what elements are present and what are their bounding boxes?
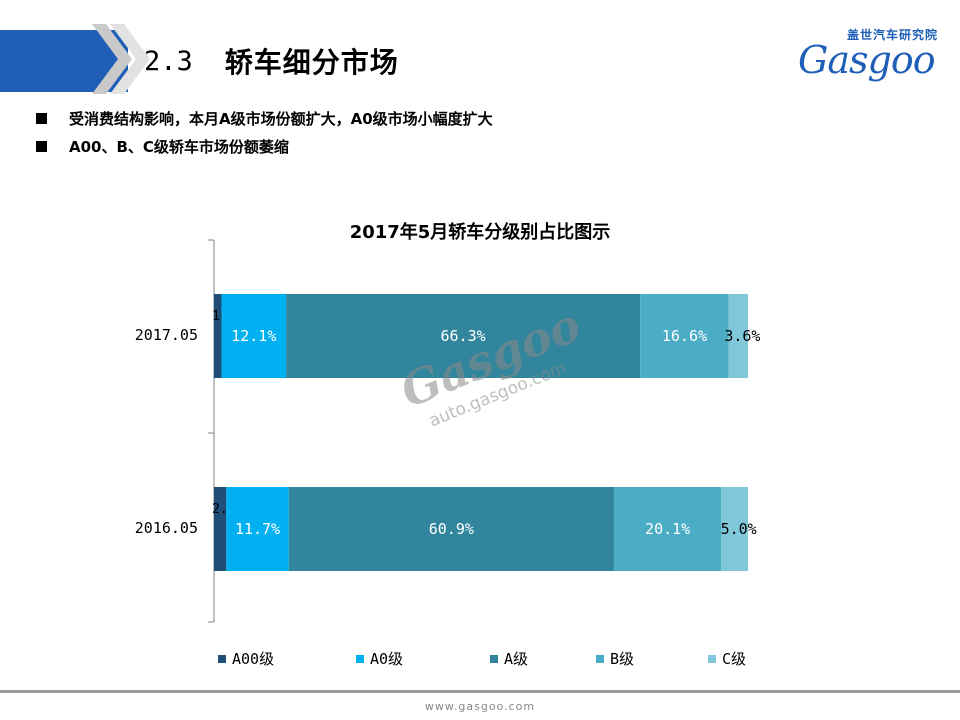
bar-segment	[221, 294, 287, 378]
logo-chinese-name: 盖世汽车研究院	[846, 28, 938, 42]
gasgoo-logo: 盖世汽车研究院 Gasgoo	[790, 22, 950, 82]
bullet-square-icon	[36, 112, 47, 124]
data-label: 5.0%	[721, 520, 757, 538]
legend-swatch	[218, 654, 226, 663]
data-label: 12.1%	[231, 327, 276, 345]
bullet-item: A00、B、C级轿车市场份额萎缩	[36, 132, 493, 160]
legend-swatch	[596, 654, 604, 663]
bullet-text: 受消费结构影响，本月A级市场份额扩大，A0级市场小幅度扩大	[69, 109, 493, 128]
bullet-item: 受消费结构影响，本月A级市场份额扩大，A0级市场小幅度扩大	[36, 104, 493, 132]
header-title: 2.3 轿车细分市场	[124, 30, 764, 92]
legend-label: A0级	[370, 650, 404, 668]
legend: A00级 A0级 A级 B级 C级	[210, 648, 770, 672]
category-label: 2017.05	[134, 326, 198, 344]
legend-swatch	[490, 654, 498, 663]
bar-segment	[214, 487, 227, 571]
chart-title: 2017年5月轿车分级别占比图示	[349, 222, 611, 243]
header-chevron-icon	[92, 24, 150, 94]
data-label: 11.7%	[235, 520, 280, 538]
data-label: 3.6%	[724, 327, 760, 345]
section-number: 2.3	[144, 45, 193, 77]
category-label: 2016.05	[134, 519, 198, 537]
data-label: 60.9%	[429, 520, 474, 538]
legend-label: B级	[610, 650, 635, 668]
legend-item: A0级	[356, 648, 403, 669]
legend-swatch	[708, 654, 716, 663]
bar-segment	[214, 294, 222, 378]
data-label: 20.1%	[645, 520, 690, 538]
bar-segment	[613, 487, 722, 571]
bar-segment	[226, 487, 289, 571]
legend-label: A级	[504, 650, 529, 668]
data-label: 16.6%	[662, 327, 707, 345]
footer-url: www.gasgoo.com	[424, 700, 536, 713]
legend-item: B级	[596, 648, 634, 669]
legend-item: C级	[708, 648, 746, 669]
legend-item: A00级	[218, 648, 274, 669]
bullet-list: 受消费结构影响，本月A级市场份额扩大，A0级市场小幅度扩大 A00、B、C级轿车…	[36, 104, 493, 160]
legend-swatch	[356, 654, 364, 663]
data-label: 66.3%	[441, 327, 486, 345]
legend-label: C级	[722, 650, 747, 668]
logo-wordmark: Gasgoo	[798, 38, 936, 82]
bar-segment	[721, 487, 748, 571]
bar-segment	[640, 294, 729, 378]
bullet-text: A00、B、C级轿车市场份额萎缩	[69, 137, 289, 156]
legend-item: A级	[490, 648, 528, 669]
footer-divider	[0, 690, 960, 693]
bar-segment	[728, 294, 748, 378]
bar-segment	[286, 294, 641, 378]
section-title: 轿车细分市场	[224, 46, 399, 79]
bullet-square-icon	[36, 140, 47, 152]
bar-segment	[288, 487, 614, 571]
legend-label: A00级	[232, 650, 275, 668]
